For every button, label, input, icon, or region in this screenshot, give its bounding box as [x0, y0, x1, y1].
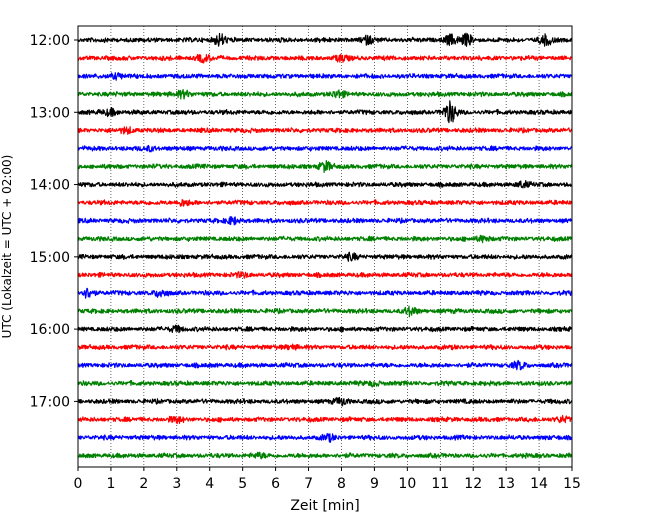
seismogram-trace: [77, 396, 573, 407]
x-tick-label: 8: [337, 476, 346, 492]
seismogram-trace: [77, 287, 573, 299]
seismogram-trace: [77, 89, 573, 100]
plot-frame: [77, 25, 573, 468]
x-tick-label: 9: [370, 476, 379, 492]
seismogram-trace: [77, 432, 573, 443]
x-tick-label: 10: [398, 476, 416, 492]
y-tick-label: 12:00: [30, 33, 70, 49]
y-tick-label: 15:00: [30, 250, 70, 266]
seismogram-trace: [77, 180, 573, 189]
y-tick-label: 16:00: [30, 322, 70, 338]
y-tick-label: 14:00: [30, 178, 70, 194]
y-tick-label: 17:00: [30, 394, 70, 410]
x-tick-label: 6: [271, 476, 280, 492]
seismogram-trace: [77, 72, 573, 81]
seismogram-trace: [77, 126, 573, 135]
seismogram-trace: [77, 451, 573, 460]
x-tick-label: 3: [172, 476, 181, 492]
seismogram-trace: [77, 343, 573, 351]
x-tick-label: 2: [139, 476, 148, 492]
seismogram-trace: [77, 380, 573, 388]
x-tick-label: 15: [563, 476, 581, 492]
y-tick-label: 13:00: [30, 105, 70, 121]
seismogram-traces: [77, 32, 573, 460]
x-tick-label: 14: [530, 476, 548, 492]
x-tick-label: 1: [106, 476, 115, 492]
seismogram-trace: [77, 199, 573, 207]
x-tick-label: 0: [74, 476, 83, 492]
seismogram-trace: [77, 32, 573, 47]
seismogram-trace: [77, 324, 573, 334]
x-tick-label: 12: [464, 476, 482, 492]
seismogram-trace: [77, 216, 573, 226]
seismogram-trace: [77, 251, 573, 262]
x-axis-ticks: 0 1 2 3 4 5 6 7 8 9 10 11 12 13 14 15: [74, 467, 581, 492]
y-axis-ticks: 12:00 13:00 14:00 15:00 16:00 17:00: [30, 33, 78, 410]
seismogram-trace: [77, 359, 573, 371]
seismogram-trace: [77, 414, 573, 425]
x-tick-label: 13: [497, 476, 515, 492]
seismogram-trace: [77, 144, 573, 153]
seismogram-trace: [77, 53, 573, 64]
y-axis-label: UTC (Lokalzeit = UTC + 02:00): [0, 155, 14, 339]
x-tick-label: 7: [304, 476, 313, 492]
x-axis-label: Zeit [min]: [290, 498, 359, 514]
x-tick-label: 5: [238, 476, 247, 492]
seismogram-trace: [77, 305, 573, 318]
seismogram-trace: [77, 234, 573, 244]
seismogram-trace: [77, 160, 573, 173]
seismogram-trace: [77, 100, 573, 124]
x-tick-label: 11: [431, 476, 449, 492]
seismogram-trace: [77, 271, 573, 279]
x-tick-label: 4: [205, 476, 214, 492]
